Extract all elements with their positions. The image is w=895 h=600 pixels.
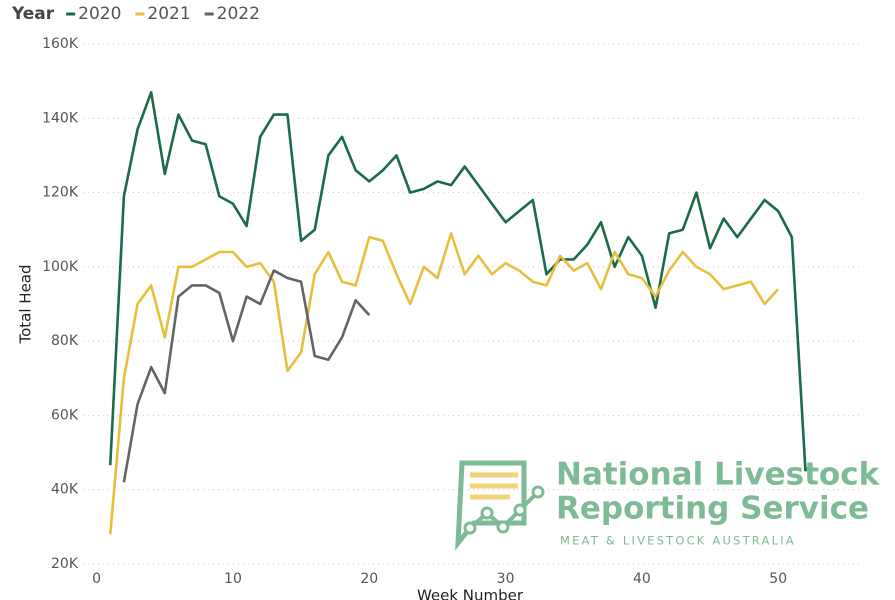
- y-axis-label: Total Head: [17, 264, 35, 344]
- legend-title: Year: [11, 4, 55, 24]
- logo-dot: [531, 485, 545, 499]
- legend-label: 2020: [78, 4, 121, 24]
- x-tick-label: 10: [224, 571, 242, 587]
- series-line: [108, 232, 780, 535]
- x-tick-label: 40: [633, 571, 651, 587]
- logo-dot: [480, 506, 494, 520]
- logo-dot: [496, 520, 510, 534]
- y-tick-label: 20K: [51, 556, 79, 572]
- y-tick-label: 80K: [51, 333, 79, 349]
- logo: National Livestock Reporting Service MEA…: [455, 457, 881, 551]
- logo-dot: [463, 521, 477, 535]
- y-tick-label: 120K: [42, 185, 79, 201]
- logo-line2: Reporting Service: [556, 491, 869, 527]
- y-tick-label: 140K: [42, 110, 79, 126]
- x-tick-label: 30: [497, 571, 515, 587]
- logo-tagline: MEAT & LIVESTOCK AUSTRALIA: [560, 534, 796, 548]
- legend-label: 2021: [147, 4, 190, 24]
- series-line: [122, 269, 371, 483]
- x-tick-label: 20: [360, 571, 378, 587]
- y-tick-label: 60K: [51, 407, 79, 423]
- x-axis-label: Week Number: [417, 587, 524, 600]
- y-tick-label: 160K: [42, 36, 79, 52]
- legend-label: 2022: [217, 4, 260, 24]
- y-tick-label: 40K: [51, 482, 79, 498]
- logo-dot: [513, 503, 527, 517]
- x-tick-label: 50: [769, 571, 787, 587]
- logo-line1: National Livestock: [556, 457, 881, 493]
- x-tick-label: 0: [92, 571, 101, 587]
- y-tick-label: 100K: [42, 259, 79, 275]
- series-line: [108, 90, 807, 472]
